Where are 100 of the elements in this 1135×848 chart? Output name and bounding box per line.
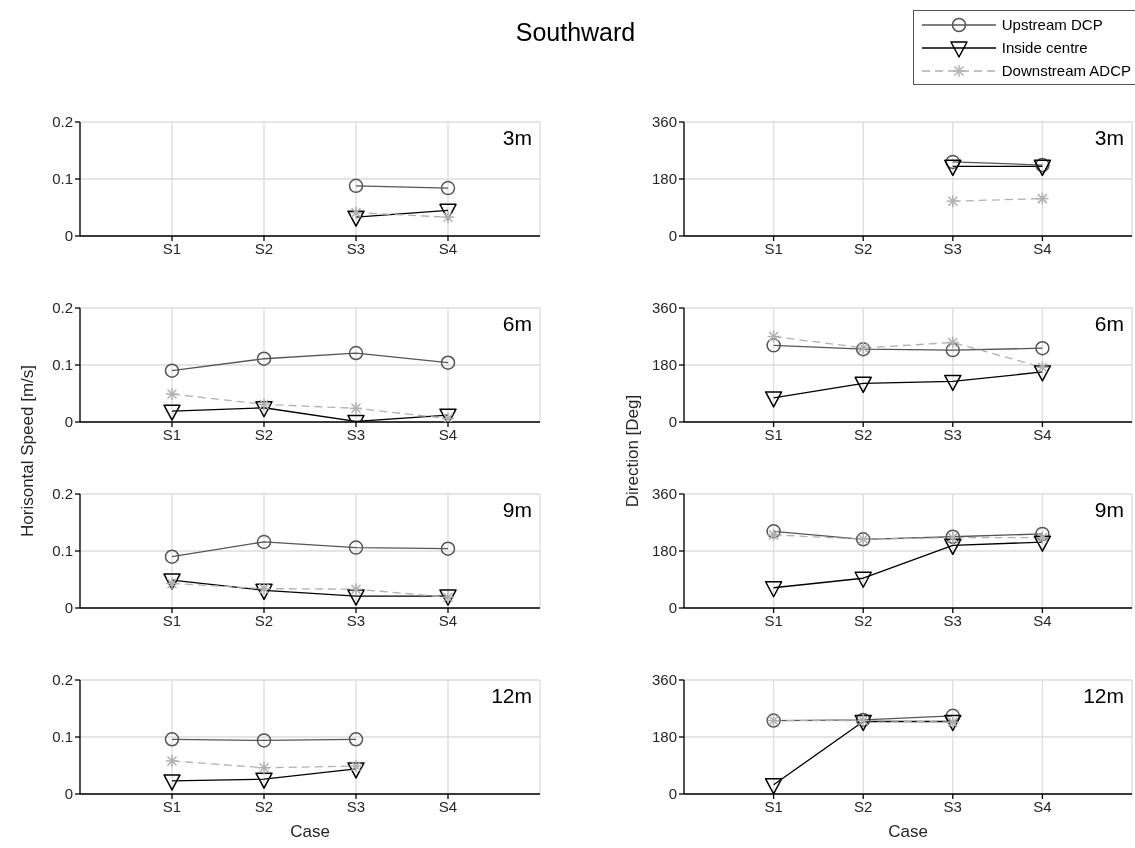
legend-label: Inside centre xyxy=(1001,39,1088,56)
x-tick-label: S1 xyxy=(764,239,783,257)
x-tick-label: S3 xyxy=(346,239,366,257)
x-tick-label: S3 xyxy=(346,611,366,629)
point xyxy=(256,351,272,366)
annotation: 9m xyxy=(502,498,532,522)
point xyxy=(440,355,456,370)
x-tick-label: S2 xyxy=(854,425,873,443)
point xyxy=(164,549,180,564)
x-tick-label: S2 xyxy=(854,797,873,815)
legend-label: Upstream DCP xyxy=(1001,16,1103,33)
point xyxy=(348,540,364,555)
x-tick-label: S2 xyxy=(254,797,274,815)
point xyxy=(1033,535,1052,552)
x-axis-title: Case xyxy=(289,822,331,842)
point xyxy=(1033,365,1052,382)
point xyxy=(440,180,456,196)
point xyxy=(440,541,456,556)
y-tick-label: 0 xyxy=(668,599,677,617)
point xyxy=(944,538,962,556)
x-tick-label: S4 xyxy=(438,239,458,257)
x-tick-label: S2 xyxy=(854,611,873,629)
point xyxy=(854,714,872,732)
x-tick-label: S4 xyxy=(438,797,458,815)
y-tick-label: 0 xyxy=(64,599,73,617)
y-tick-label: 180 xyxy=(651,728,677,746)
y-tick-label: 0 xyxy=(668,227,677,245)
x-tick-label: S3 xyxy=(346,425,366,443)
y-tick-label: 0.2 xyxy=(52,299,73,317)
annotation: 3m xyxy=(1094,126,1124,150)
y-tick-label: 0.1 xyxy=(52,542,73,560)
x-axis-title: Case xyxy=(887,822,929,842)
point xyxy=(256,733,272,748)
point xyxy=(164,732,180,747)
point xyxy=(164,363,180,378)
x-tick-label: S1 xyxy=(764,611,783,629)
y-axis-title: Horisontal Speed [m/s] xyxy=(18,364,38,539)
point xyxy=(854,376,872,394)
y-tick-label: 360 xyxy=(651,485,677,503)
x-tick-label: S3 xyxy=(943,425,962,443)
x-tick-label: S4 xyxy=(438,425,458,443)
annotation: 6m xyxy=(502,312,532,336)
point xyxy=(945,342,961,358)
y-axis-title: Direction [Deg] xyxy=(623,393,643,510)
x-tick-label: S4 xyxy=(1033,611,1052,629)
y-tick-label: 360 xyxy=(651,113,677,131)
annotation: 12m xyxy=(1083,684,1124,708)
y-tick-label: 0.1 xyxy=(52,728,73,746)
y-tick-label: 0.1 xyxy=(52,170,73,188)
x-tick-label: S1 xyxy=(162,239,182,257)
x-tick-label: S3 xyxy=(943,611,962,629)
point xyxy=(348,178,364,194)
x-tick-label: S2 xyxy=(254,239,274,257)
point xyxy=(764,391,783,408)
point xyxy=(766,338,781,353)
y-tick-label: 0.2 xyxy=(52,113,73,131)
y-tick-label: 180 xyxy=(651,542,677,560)
x-tick-label: S3 xyxy=(943,239,962,257)
point xyxy=(945,708,961,724)
annotation: 9m xyxy=(1094,498,1124,522)
x-tick-label: S4 xyxy=(1033,239,1052,257)
y-tick-label: 0 xyxy=(64,785,73,803)
y-tick-label: 0.2 xyxy=(52,485,73,503)
point xyxy=(255,401,273,418)
annotation: 6m xyxy=(1094,312,1124,336)
y-tick-label: 180 xyxy=(651,170,677,188)
point xyxy=(163,404,181,421)
point xyxy=(944,374,962,392)
point xyxy=(255,772,273,789)
x-tick-label: S1 xyxy=(162,797,182,815)
point xyxy=(347,589,365,606)
x-tick-label: S1 xyxy=(162,611,182,629)
y-tick-label: 0 xyxy=(64,227,73,245)
point xyxy=(255,583,273,601)
x-tick-label: S2 xyxy=(854,239,873,257)
y-tick-label: 180 xyxy=(651,356,677,374)
y-tick-label: 0.1 xyxy=(52,356,73,374)
legend-label: Downstream ADCP xyxy=(1001,62,1131,79)
point xyxy=(1035,526,1050,542)
x-tick-label: S2 xyxy=(254,425,274,443)
x-tick-label: S3 xyxy=(943,797,962,815)
point xyxy=(766,524,781,539)
x-tick-label: S3 xyxy=(346,797,366,815)
point xyxy=(347,762,365,779)
x-tick-label: S1 xyxy=(162,425,182,443)
x-tick-label: S1 xyxy=(764,425,783,443)
point xyxy=(256,534,272,550)
x-tick-label: S4 xyxy=(1033,425,1052,443)
y-tick-label: 0.2 xyxy=(52,671,73,689)
annotation: 3m xyxy=(502,126,532,150)
point xyxy=(764,778,783,794)
annotation: 12m xyxy=(491,684,532,708)
point xyxy=(348,732,364,747)
y-tick-label: 360 xyxy=(651,671,677,689)
point xyxy=(348,345,364,361)
point xyxy=(1035,340,1050,356)
y-tick-label: 360 xyxy=(651,299,677,317)
x-tick-label: S4 xyxy=(438,611,458,629)
chart-title: Southward xyxy=(515,18,636,46)
x-tick-label: S2 xyxy=(254,611,274,629)
